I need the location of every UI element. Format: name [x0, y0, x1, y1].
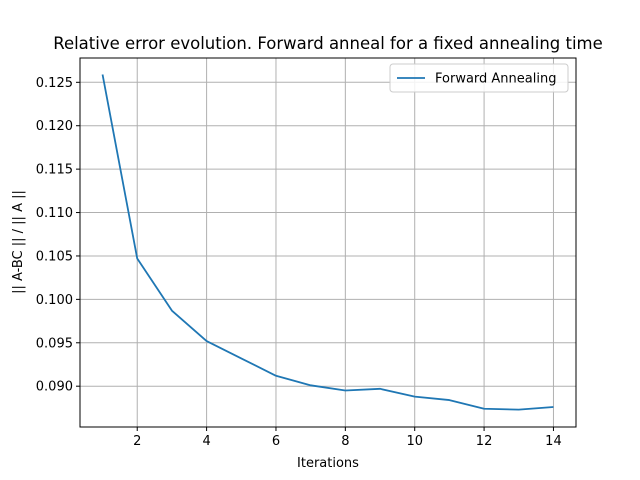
y-axis-label: || A-BC || / || A ||: [11, 190, 26, 294]
y-tick-label: 0.110: [36, 206, 73, 221]
x-tick-label: 2: [133, 434, 141, 449]
y-axis-ticks: 0.090 0.095 0.100 0.105 0.110 0.115 0.120 0.125: [36, 76, 80, 395]
chart-title: Relative error evolution. Forward anneal…: [53, 34, 603, 53]
legend-label: Forward Annealing: [435, 72, 556, 87]
y-tick-label: 0.090: [36, 380, 73, 395]
legend-box: [389, 63, 569, 93]
y-tick-label: 0.100: [36, 293, 73, 308]
x-tick-label: 6: [272, 434, 280, 449]
series-line: [101, 74, 554, 411]
x-tick-label: 12: [476, 434, 493, 449]
x-tick-label: 8: [341, 434, 349, 449]
x-tick-label: 4: [202, 434, 210, 449]
x-tick-label: 14: [545, 434, 562, 449]
plot-frame: [79, 57, 577, 428]
y-tick-label: 0.120: [36, 119, 73, 134]
x-axis-ticks: 2 4 6 8 10 12 14: [133, 427, 562, 449]
x-axis-label: Iterations: [297, 456, 359, 471]
y-tick-label: 0.095: [36, 336, 73, 351]
y-tick-label: 0.125: [36, 76, 73, 91]
grid-lines: [80, 58, 576, 427]
legend: Forward Annealing: [389, 63, 569, 93]
y-tick-label: 0.105: [36, 249, 73, 264]
y-tick-label: 0.115: [36, 163, 73, 178]
x-tick-label: 10: [406, 434, 423, 449]
series-layer: [101, 74, 554, 411]
